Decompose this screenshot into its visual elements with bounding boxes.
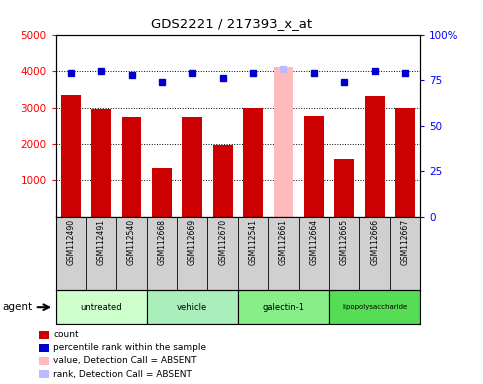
Text: rank, Detection Call = ABSENT: rank, Detection Call = ABSENT	[53, 369, 192, 379]
Bar	[329, 290, 420, 324]
Bar	[304, 116, 324, 217]
Text: GSM112667: GSM112667	[400, 219, 410, 265]
Bar	[334, 159, 354, 217]
Text: GDS2221 / 217393_x_at: GDS2221 / 217393_x_at	[151, 17, 313, 30]
Text: GSM112541: GSM112541	[249, 219, 257, 265]
Text: GSM112491: GSM112491	[97, 219, 106, 265]
Text: agent: agent	[2, 302, 32, 312]
Bar	[238, 290, 329, 324]
Text: GSM112661: GSM112661	[279, 219, 288, 265]
Text: percentile rank within the sample: percentile rank within the sample	[53, 343, 206, 353]
Bar	[243, 108, 263, 217]
Bar	[147, 290, 238, 324]
Text: GSM112664: GSM112664	[309, 219, 318, 265]
Text: GSM112540: GSM112540	[127, 219, 136, 265]
Text: lipopolysaccharide: lipopolysaccharide	[342, 304, 407, 310]
Bar	[56, 290, 147, 324]
Bar	[152, 168, 172, 217]
Text: GSM112669: GSM112669	[188, 219, 197, 265]
Text: galectin-1: galectin-1	[262, 303, 304, 312]
Bar	[91, 109, 111, 217]
Text: untreated: untreated	[80, 303, 122, 312]
Text: GSM112666: GSM112666	[370, 219, 379, 265]
Text: GSM112665: GSM112665	[340, 219, 349, 265]
Text: GSM112668: GSM112668	[157, 219, 167, 265]
Text: value, Detection Call = ABSENT: value, Detection Call = ABSENT	[53, 356, 197, 366]
Bar	[122, 117, 142, 217]
Bar	[61, 95, 81, 217]
Bar	[213, 145, 232, 217]
Bar	[395, 108, 415, 217]
Bar	[365, 96, 384, 217]
Text: vehicle: vehicle	[177, 303, 207, 312]
Bar	[183, 117, 202, 217]
Bar	[273, 68, 293, 217]
Text: GSM112670: GSM112670	[218, 219, 227, 265]
Text: GSM112490: GSM112490	[66, 219, 75, 265]
Text: count: count	[53, 330, 79, 339]
